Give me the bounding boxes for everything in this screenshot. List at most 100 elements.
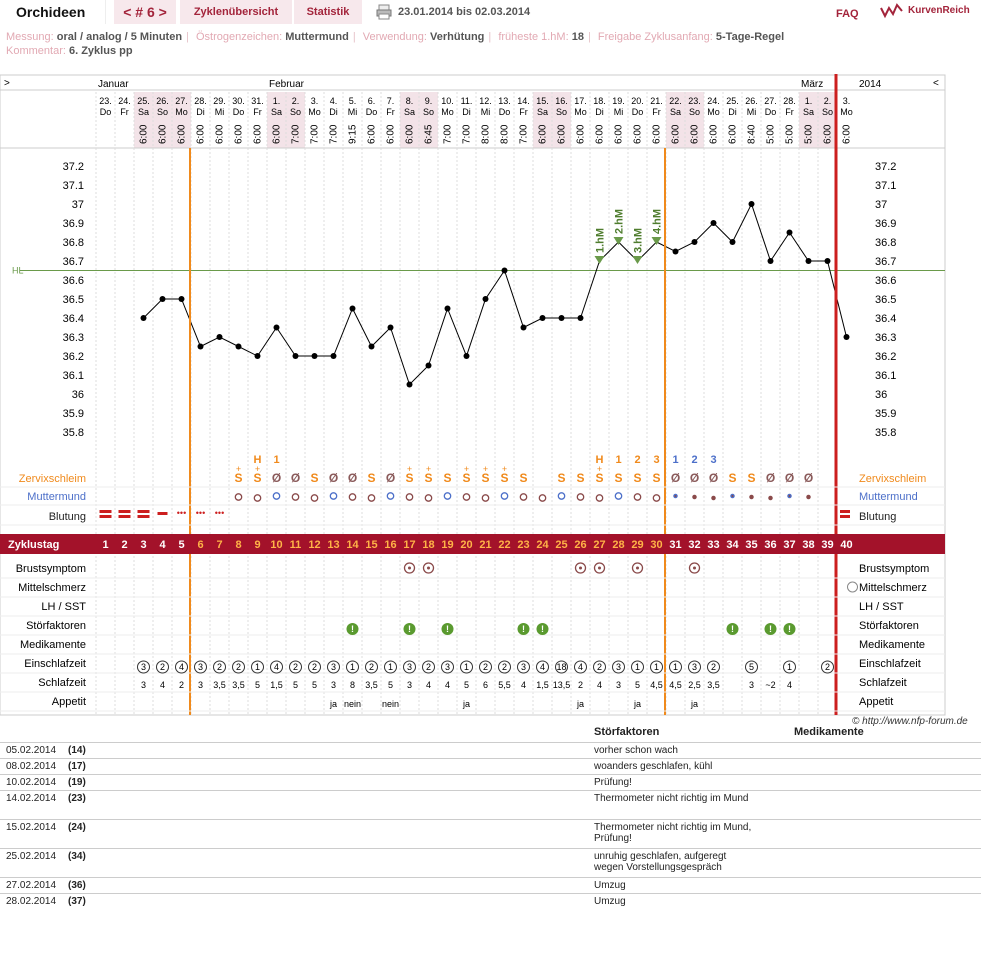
- sleep-duration-value: 3: [749, 680, 754, 690]
- time-label: 6:00: [386, 124, 397, 144]
- time-label: 6:00: [728, 124, 739, 144]
- weekday-label: Fr: [785, 107, 794, 117]
- cervix-position-mark: [405, 493, 414, 501]
- measure-value: oral / analog / 5 Minuten: [56, 31, 183, 43]
- y-tick-left: 36.2: [63, 351, 84, 363]
- weekday-label: Di: [196, 107, 205, 117]
- sleep-duration-value: 4: [787, 680, 792, 690]
- weekday-label: So: [423, 107, 434, 117]
- date-label: 4.: [330, 96, 338, 106]
- y-tick-right: 36.5: [875, 294, 896, 306]
- tab-cycle-overview[interactable]: Zyklenübersicht: [180, 0, 292, 24]
- temperature-point: [368, 343, 375, 350]
- cycle-day-number: 32: [688, 539, 700, 551]
- cervix-peak-label: 1: [672, 454, 678, 466]
- date-label: 22.: [669, 96, 682, 106]
- temperature-point: [748, 201, 755, 207]
- sleep-onset-value: 2: [236, 662, 241, 672]
- date-label: 2.: [292, 96, 300, 106]
- note-row: 05.02.2014 (14) vorher schon wach: [0, 742, 981, 759]
- cervix-mark: S: [234, 471, 242, 485]
- y-tick-right: 35.8: [875, 427, 896, 439]
- sleep-duration-value: 5,5: [498, 680, 511, 690]
- time-label: 5:00: [766, 124, 777, 144]
- date-label: 24.: [118, 96, 131, 106]
- symptom-label-right: LH / SST: [859, 601, 904, 613]
- cycle-day-label: Zyklustag: [8, 539, 59, 551]
- sleep-onset-value: 2: [825, 662, 830, 672]
- weekend-shade: [286, 92, 305, 148]
- sleep-onset-icon: [555, 660, 568, 674]
- sleep-duration-value: 4,5: [669, 680, 682, 690]
- note-date: 05.02.2014: [6, 745, 57, 756]
- y-tick-left: 36.3: [63, 332, 84, 344]
- cycle-day-number: 8: [235, 539, 241, 551]
- sleep-onset-icon: [194, 660, 207, 674]
- symptom-label-right: Schlafzeit: [859, 677, 907, 689]
- cervix-position-mark: [253, 494, 262, 502]
- temperature-point: [140, 315, 147, 321]
- weekday-label: Fr: [519, 107, 528, 117]
- note-date: 10.02.2014: [6, 777, 57, 788]
- release-value: 5-Tage-Regel: [715, 31, 785, 43]
- printer-icon[interactable]: [376, 4, 392, 20]
- weekday-label: Di: [595, 107, 604, 117]
- sleep-onset-icon: [631, 660, 644, 674]
- date-label: 25.: [137, 96, 150, 106]
- cycle-day-number: 9: [254, 539, 260, 551]
- bleeding-heavy: [99, 515, 112, 518]
- temperature-point: [292, 353, 299, 359]
- brand-logo[interactable]: KurvenReich: [880, 2, 970, 23]
- symptom-label-left: Störfaktoren: [26, 620, 86, 632]
- temperature-point: [805, 258, 812, 264]
- faq-link[interactable]: FAQ: [836, 8, 859, 20]
- hm-label: 3.hM: [633, 228, 645, 253]
- row-label-left: Blutung: [49, 511, 86, 523]
- sleep-onset-value: 3: [445, 662, 450, 672]
- time-label: 6:00: [614, 124, 625, 144]
- sleep-onset-icon: [365, 660, 378, 674]
- date-label: 16.: [555, 96, 568, 106]
- cervix-mark: S: [633, 471, 641, 485]
- tab-statistics[interactable]: Statistik: [294, 0, 362, 24]
- y-tick-left: 36.6: [63, 275, 84, 287]
- cycle-meta: Messung: oral / analog / 5 Minuten | Östr…: [6, 31, 785, 57]
- chart-frame: [0, 74, 946, 716]
- cycle-day-number: 24: [536, 539, 549, 551]
- sleep-onset-icon: [745, 660, 758, 674]
- temperature-point: [330, 353, 337, 359]
- disturbance-icon: [403, 623, 416, 635]
- weekday-label: Sa: [271, 107, 282, 117]
- cervix-plus: +: [464, 464, 469, 474]
- user-name[interactable]: Orchideen: [0, 0, 106, 24]
- sleep-onset-value: 2: [426, 662, 431, 672]
- y-tick-right: 36: [875, 389, 887, 401]
- time-label: 6:45: [424, 124, 435, 144]
- time-label: 7:00: [291, 124, 302, 144]
- cycle-day-number: 23: [517, 539, 529, 551]
- note-text: Umzug: [594, 896, 626, 907]
- sleep-onset-icon: [156, 660, 169, 674]
- y-tick-left: 36: [72, 389, 84, 401]
- comment-label: Kommentar:: [6, 45, 66, 57]
- cervix-mark: Ø: [804, 471, 813, 485]
- note-row: 28.02.2014 (37) Umzug: [0, 893, 981, 910]
- sleep-onset-icon: [308, 660, 321, 674]
- cervix-peak-label: 2: [691, 454, 697, 466]
- sleep-duration-value: 3: [616, 680, 621, 690]
- date-label: 31.: [251, 96, 264, 106]
- y-tick-right: 36.8: [875, 237, 896, 249]
- symptom-label-left: Medikamente: [20, 639, 86, 651]
- sleep-onset-value: 4: [179, 662, 184, 672]
- cycle-day-number: 26: [574, 539, 586, 551]
- cervix-position-mark: [291, 493, 300, 501]
- note-date: 28.02.2014: [6, 896, 57, 907]
- cervix-position-mark: [633, 493, 642, 501]
- appetite-value: ja: [690, 699, 698, 709]
- usage-label: Verwendung:: [362, 31, 427, 43]
- time-label: 7:00: [519, 124, 530, 144]
- cycle-day-number: 13: [327, 539, 339, 551]
- weekday-label: Fr: [386, 107, 395, 117]
- cycle-navigator[interactable]: < # 6 >: [114, 0, 176, 24]
- cervix-mark: S: [310, 471, 318, 485]
